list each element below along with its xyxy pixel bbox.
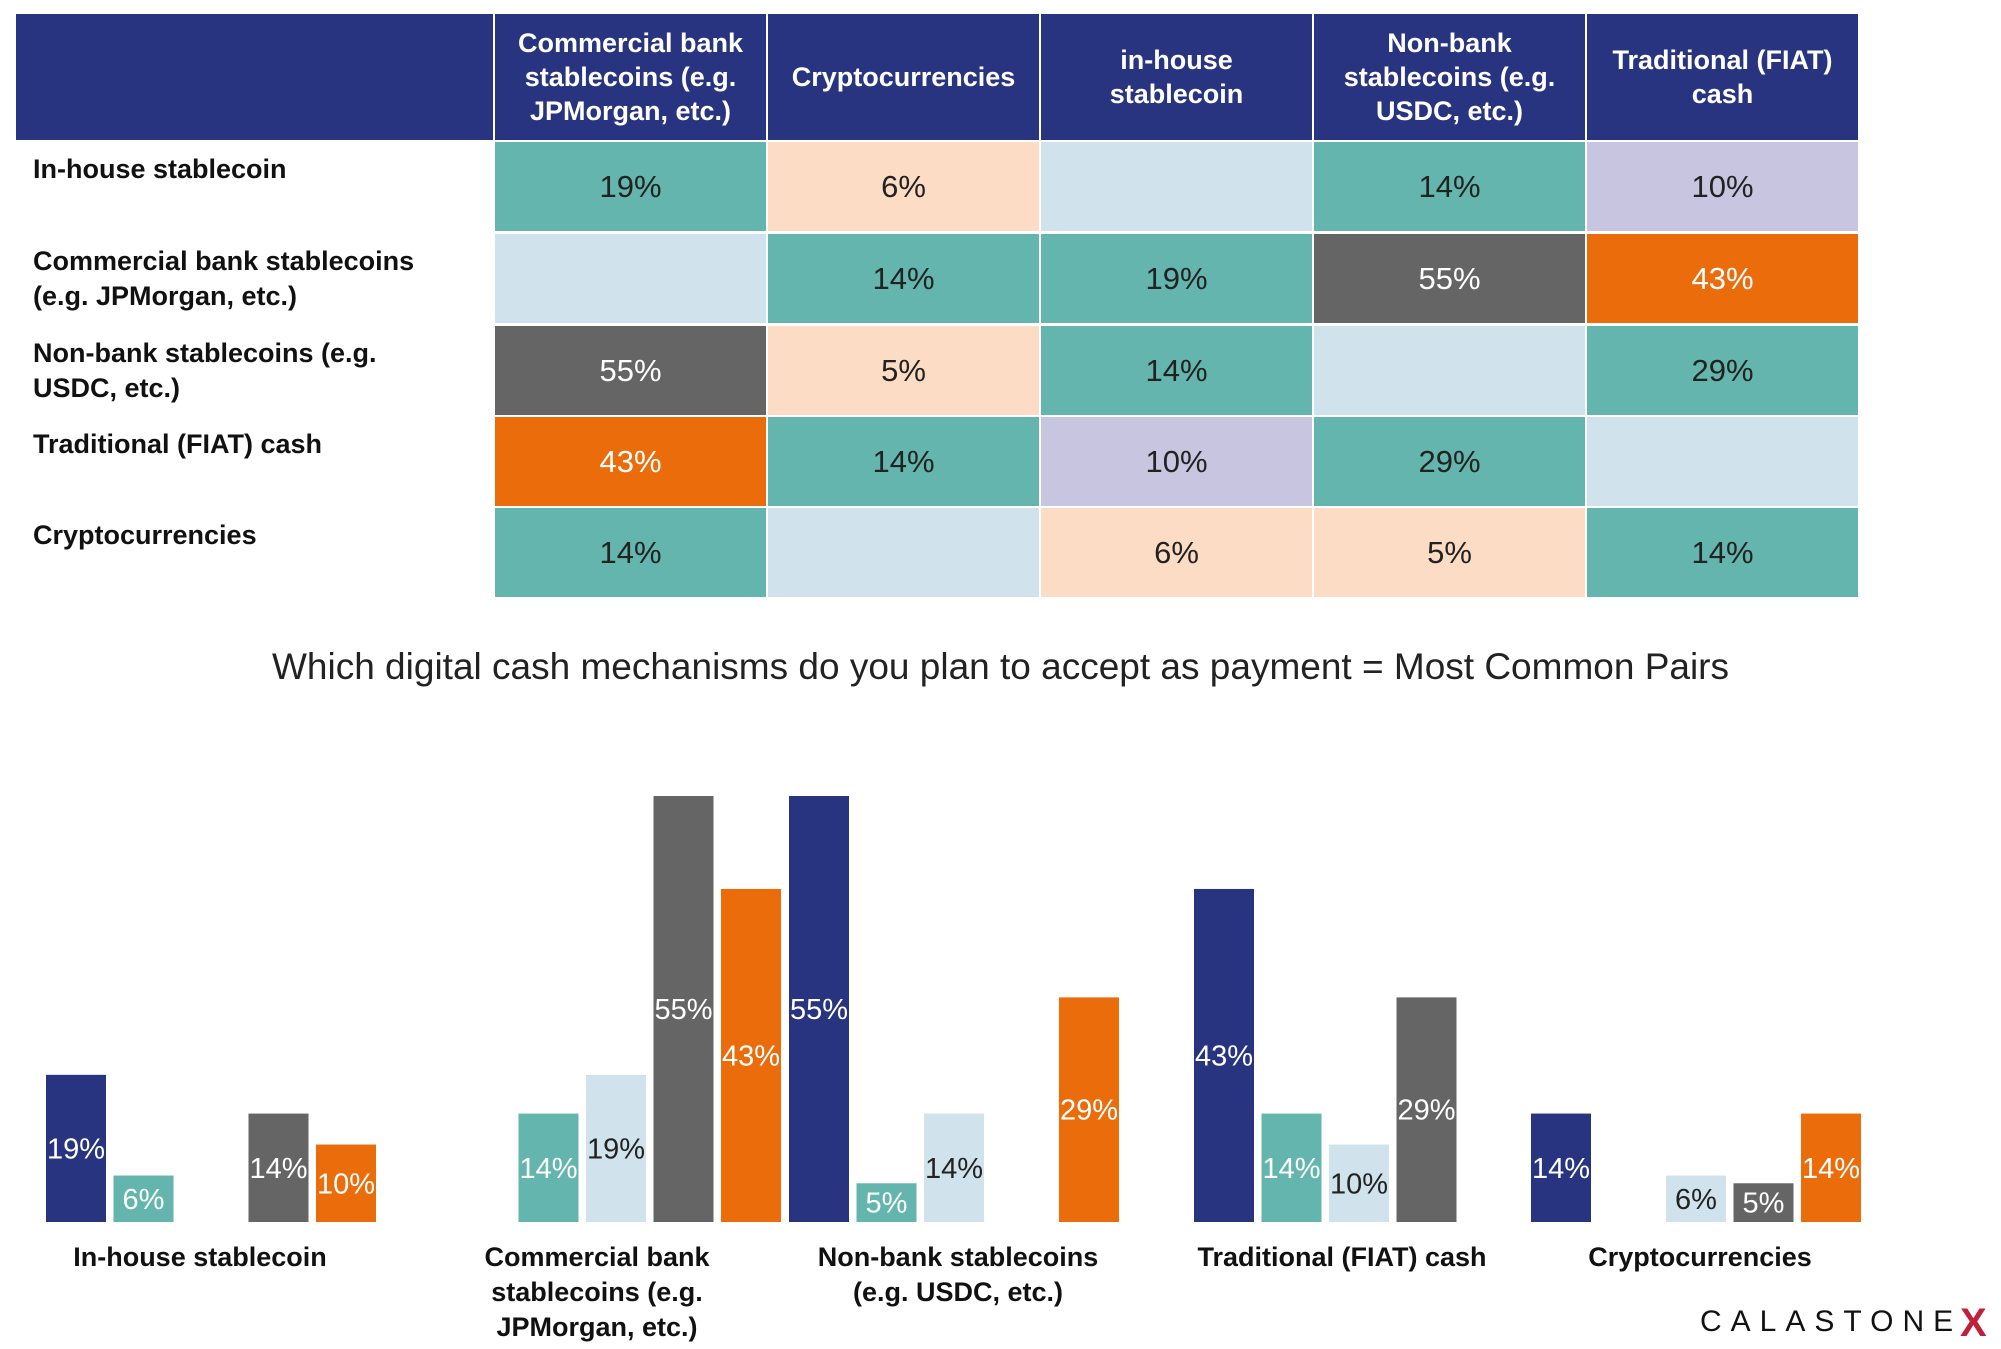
matrix-cell: 14%: [493, 506, 766, 597]
category-label: stablecoins (e.g.: [491, 1277, 703, 1307]
matrix-cell: 10%: [1585, 140, 1858, 231]
calastone-logo: CALASTONE: [1700, 1305, 1963, 1338]
category-label: (e.g. USDC, etc.): [853, 1277, 1063, 1307]
bar-value-label: 43%: [1195, 1040, 1253, 1072]
bar-value-label: 29%: [1397, 1095, 1455, 1127]
matrix-cell: 14%: [1039, 324, 1312, 415]
bar: [1329, 1144, 1389, 1222]
column-header: Cryptocurrencies: [766, 14, 1039, 140]
matrix-cell: 43%: [493, 415, 766, 506]
x-mark-icon: X: [1960, 1301, 1987, 1345]
bar: [1733, 1183, 1794, 1222]
matrix-cell: 14%: [766, 232, 1039, 323]
bar-value-label: 55%: [654, 994, 712, 1026]
bar-value-label: 19%: [587, 1133, 645, 1165]
bar: [248, 1113, 309, 1222]
bar: [113, 1175, 174, 1222]
chart-title: Which digital cash mechanisms do you pla…: [271, 646, 1730, 687]
bar: [653, 796, 714, 1222]
category-label: Commercial bank: [484, 1242, 710, 1272]
column-header: in-house stablecoin: [1039, 14, 1312, 140]
bar: [1261, 1113, 1322, 1222]
matrix-cell: 5%: [1312, 506, 1585, 597]
bar-value-label: 6%: [123, 1184, 165, 1216]
bar: [1059, 997, 1119, 1222]
bar: [1194, 888, 1254, 1222]
matrix-cell: 55%: [493, 324, 766, 415]
bar: [1801, 1113, 1861, 1222]
bar-value-label: 5%: [1743, 1188, 1785, 1220]
matrix-cell: 19%: [1039, 232, 1312, 323]
matrix-cell: [1312, 324, 1585, 415]
matrix-cell: 6%: [766, 140, 1039, 231]
matrix-cell: 14%: [1585, 506, 1858, 597]
row-label: Non-bank stablecoins (e.g. USDC, etc.): [33, 338, 377, 403]
column-header: Traditional (FIAT) cash: [1585, 14, 1858, 140]
bar-value-label: 43%: [722, 1040, 780, 1072]
bar-value-label: 5%: [866, 1188, 908, 1220]
bar-value-label: 55%: [790, 994, 848, 1026]
matrix-cell: 29%: [1312, 415, 1585, 506]
matrix-cell: 43%: [1585, 232, 1858, 323]
matrix-cell: 14%: [1312, 140, 1585, 231]
column-header: Commercial bank stablecoins (e.g. JPMorg…: [493, 14, 766, 140]
column-header: Non-bank stablecoins (e.g. USDC, etc.): [1312, 14, 1585, 140]
bar-value-label: 29%: [1060, 1095, 1118, 1127]
bar: [1666, 1175, 1726, 1222]
matrix-cell: [1585, 415, 1858, 506]
matrix-cell: 10%: [1039, 415, 1312, 506]
matrix-cell: 6%: [1039, 506, 1312, 597]
bar: [316, 1144, 376, 1222]
bar-value-label: 14%: [925, 1153, 983, 1185]
matrix-cell: [1039, 140, 1312, 231]
matrix-cell: [493, 232, 766, 323]
row-label: Traditional (FIAT) cash: [33, 429, 323, 459]
bar-value-label: 19%: [47, 1133, 105, 1165]
category-label: Cryptocurrencies: [1588, 1242, 1812, 1272]
matrix-cell: [766, 506, 1039, 597]
category-label: Traditional (FIAT) cash: [1197, 1242, 1486, 1272]
row-label: In-house stablecoin: [33, 154, 287, 184]
matrix-cell: 14%: [766, 415, 1039, 506]
bar-value-label: 10%: [1330, 1168, 1388, 1200]
bar: [924, 1113, 984, 1222]
category-label: In-house stablecoin: [73, 1242, 327, 1272]
bar-value-label: 14%: [249, 1153, 307, 1185]
matrix-cell: 5%: [766, 324, 1039, 415]
pairs-matrix-table: Commercial bank stablecoins (e.g. JPMorg…: [0, 0, 2001, 600]
matrix-cell: 55%: [1312, 232, 1585, 323]
bar: [1531, 1113, 1591, 1222]
bar: [721, 888, 781, 1222]
table-corner: [16, 14, 493, 140]
bar-value-label: 10%: [317, 1168, 375, 1200]
bar-value-label: 6%: [1675, 1184, 1717, 1216]
bar-value-label: 14%: [1262, 1153, 1320, 1185]
bar: [856, 1183, 917, 1222]
bar: [586, 1074, 646, 1222]
bar: [789, 796, 849, 1222]
bar: [1396, 997, 1457, 1222]
bar: [518, 1113, 579, 1222]
bar-value-label: 14%: [1532, 1153, 1590, 1185]
category-label: Non-bank stablecoins: [818, 1242, 1099, 1272]
category-label: JPMorgan, etc.): [496, 1312, 697, 1342]
row-label: Commercial bank stablecoins (e.g. JPMorg…: [33, 246, 415, 311]
bar: [46, 1074, 106, 1222]
row-label: Cryptocurrencies: [33, 520, 257, 550]
bar-value-label: 14%: [519, 1153, 577, 1185]
matrix-cell: 19%: [493, 140, 766, 231]
bar-value-label: 14%: [1802, 1153, 1860, 1185]
matrix-cell: 29%: [1585, 324, 1858, 415]
